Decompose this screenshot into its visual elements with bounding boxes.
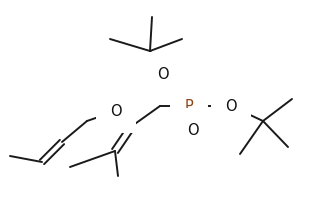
Text: O: O	[157, 67, 169, 82]
Text: O: O	[187, 123, 199, 138]
Text: O: O	[225, 99, 237, 114]
Text: O: O	[110, 104, 122, 119]
Text: P: P	[185, 99, 193, 114]
